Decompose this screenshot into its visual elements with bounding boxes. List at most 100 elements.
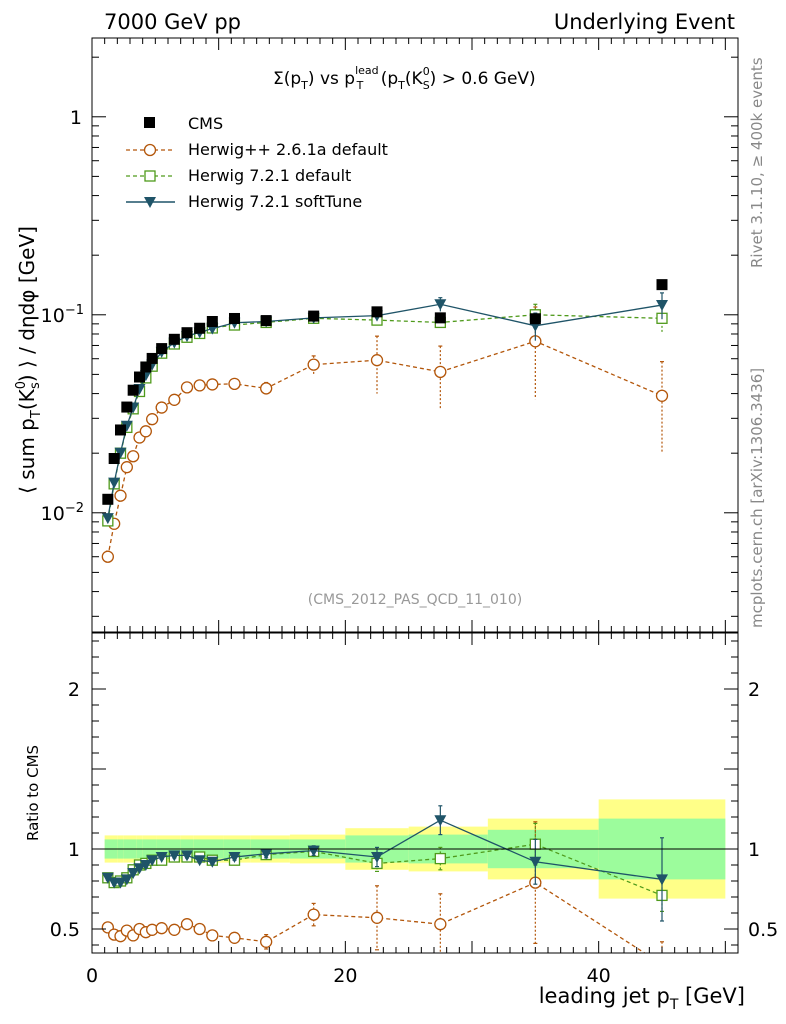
cms-point xyxy=(115,424,126,436)
softtune-main-point xyxy=(120,420,133,432)
tick-exponent: −1 xyxy=(65,303,84,318)
tick-exponent: −2 xyxy=(65,501,84,516)
legend-herwig721-label: Herwig 7.2.1 default xyxy=(188,166,351,185)
main-y-axis-label: ⟨ sum pT(K0s) ⟩ / dηdφ [GeV] xyxy=(14,226,44,494)
herwig261-main-point xyxy=(101,550,114,563)
ratio-y-tick-label-left: 1 xyxy=(68,839,80,861)
main-y-tick-label: 10−1 xyxy=(41,303,84,327)
ratio-frame xyxy=(91,632,739,954)
softtune-ratio-point xyxy=(114,877,127,889)
header-left: 7000 GeV pp xyxy=(104,10,241,34)
cms-point xyxy=(140,361,152,373)
legend: CMS Herwig++ 2.6.1a default Herwig 7.2.1… xyxy=(126,114,388,211)
herwig261-main-point xyxy=(206,378,219,391)
ratio-y-tick-label-right: 0.5 xyxy=(748,919,778,941)
cms-point xyxy=(371,306,383,318)
softtune-main-point xyxy=(656,300,668,312)
herwig261-main-point xyxy=(228,377,241,390)
mcplots-label: mcplots.cern.ch [arXiv:1306.3436] xyxy=(748,368,766,628)
cms-point xyxy=(229,312,240,324)
softtune-ratio-point xyxy=(133,863,146,875)
herwig261-main-point xyxy=(434,365,447,379)
legend-cms-label: CMS xyxy=(188,114,223,133)
softtune-ratio-point xyxy=(206,856,219,868)
ratio-y-axis-label: Ratio to CMS xyxy=(24,745,42,841)
herwig261-ratio-line xyxy=(107,881,646,953)
herwig721-main-line xyxy=(107,314,663,522)
cms-point xyxy=(434,312,446,324)
header-right: Underlying Event xyxy=(554,10,735,34)
cms-point xyxy=(156,343,168,355)
legend-herwig261-label: Herwig++ 2.6.1a default xyxy=(188,140,388,159)
main-frame xyxy=(91,37,739,633)
softtune-main-point xyxy=(108,477,121,489)
herwig261-main-line xyxy=(107,340,663,557)
herwig261-ratio-point xyxy=(180,918,194,931)
cms-point xyxy=(181,327,193,339)
cms-point xyxy=(127,384,139,396)
ratio-y-tick-label-left: 2 xyxy=(68,679,80,701)
main-y-tick-label: 10−2 xyxy=(41,501,84,525)
softtune-ratio-point xyxy=(101,872,114,884)
main-panel-series xyxy=(101,279,669,563)
herwig261-ratio-point xyxy=(155,922,168,935)
cms-point xyxy=(529,313,541,325)
cms-point xyxy=(206,315,218,327)
herwig261-main-point xyxy=(168,393,181,406)
x-tick-label: 0 xyxy=(86,965,98,987)
herwig721-ratio-point xyxy=(434,852,446,865)
ratio-y-tick-label-right: 1 xyxy=(748,839,760,861)
softtune-ratio-point xyxy=(656,874,668,886)
herwig261-ratio-point xyxy=(228,931,241,944)
analysis-id: (CMS_2012_PAS_QCD_11_010) xyxy=(308,592,522,608)
softtune-ratio-point xyxy=(434,815,447,827)
cms-point xyxy=(260,315,272,327)
herwig261-main-point xyxy=(139,425,152,438)
softtune-ratio-point xyxy=(181,850,193,862)
herwig261-ratio-point xyxy=(206,929,219,942)
herwig261-main-point xyxy=(127,450,140,463)
plot-title: Σ(pT) vs plead T (pT(K0 S) > 0.6 GeV) xyxy=(273,64,536,92)
herwig261-main-point xyxy=(180,381,194,394)
herwig261-ratio-point xyxy=(370,911,384,924)
softtune-main-point xyxy=(114,447,127,459)
softtune-ratio-point xyxy=(155,852,168,863)
cms-point xyxy=(108,453,120,465)
softtune-ratio-point xyxy=(168,850,181,862)
legend-cms-marker xyxy=(144,117,155,128)
herwig261-main-point xyxy=(120,461,133,474)
main-y-tick-label: 1 xyxy=(70,107,82,129)
rivet-label: Rivet 3.1.10, ≥ 400k events xyxy=(748,57,766,268)
softtune-ratio-point xyxy=(228,852,241,863)
cms-point xyxy=(146,352,158,364)
tick-base: 10 xyxy=(41,503,65,525)
softtune-ratio-point xyxy=(146,855,159,867)
cms-point xyxy=(121,401,133,413)
herwig261-ratio-point xyxy=(193,922,206,936)
legend-herwig721-marker xyxy=(144,170,156,182)
softtune-ratio-point xyxy=(371,852,383,863)
herwig261-ratio-point xyxy=(260,935,273,948)
softtune-ratio-point xyxy=(307,845,320,857)
herwig261-ratio-point xyxy=(168,923,181,936)
cms-point xyxy=(656,279,668,291)
herwig261-ratio-point xyxy=(307,908,320,921)
axes xyxy=(91,37,739,954)
ratio-y-tick-label-right: 2 xyxy=(748,679,760,701)
herwig261-main-point xyxy=(193,379,206,392)
herwig261-main-point xyxy=(155,401,168,414)
tick-base: 10 xyxy=(41,305,65,327)
cms-point xyxy=(134,371,145,383)
legend-softtune-marker xyxy=(144,197,156,208)
softtune-ratio-point xyxy=(139,860,152,871)
herwig261-main-point xyxy=(370,354,384,367)
legend-herwig261-marker xyxy=(143,143,157,157)
x-axis-label: leading jet pT [GeV] xyxy=(539,984,745,1013)
herwig261-main-point xyxy=(307,358,320,371)
ratio-y-tick-label-left: 0.5 xyxy=(50,919,80,941)
softtune-ratio-point xyxy=(529,856,542,868)
softtune-ratio-point xyxy=(120,874,133,886)
cms-point xyxy=(194,322,206,334)
